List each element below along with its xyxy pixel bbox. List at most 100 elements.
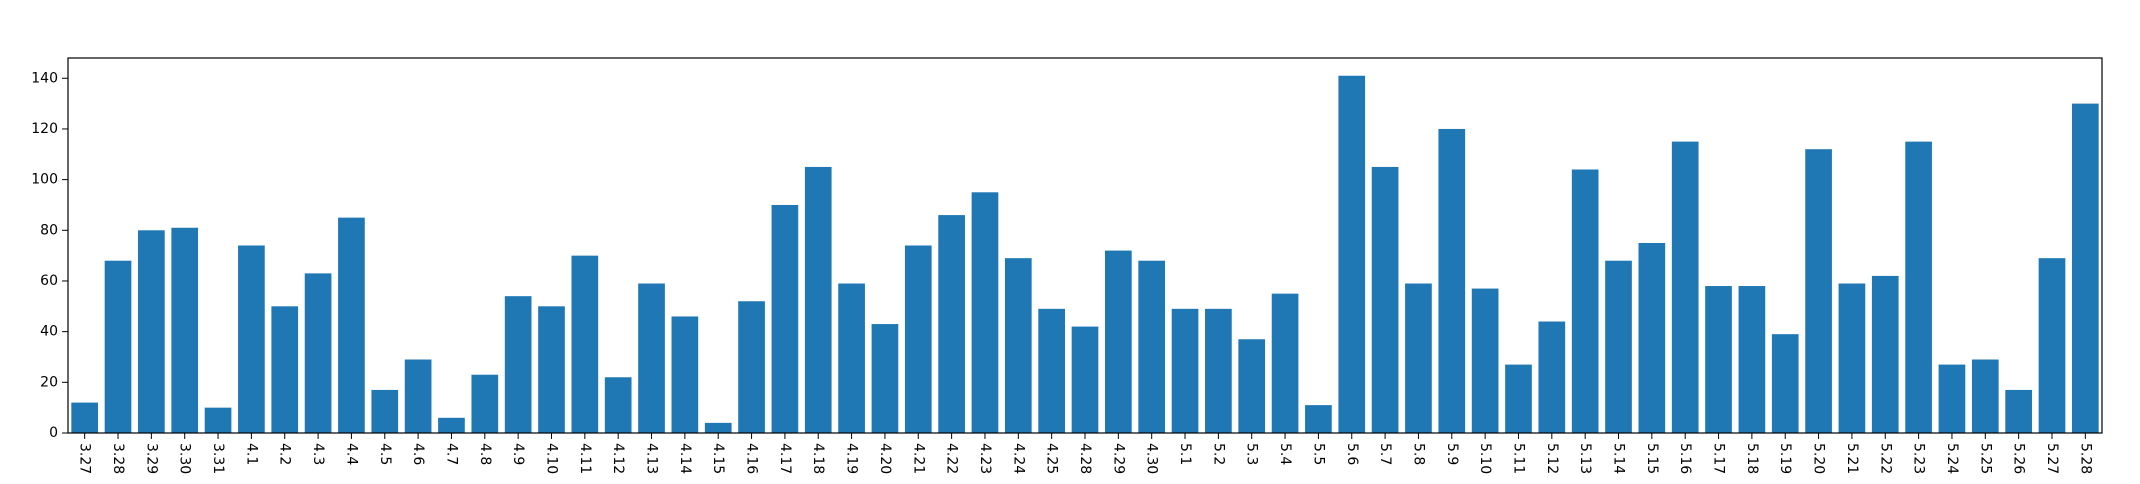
bar-3.31 (204, 407, 232, 433)
bar-5.18 (1738, 286, 1766, 433)
x-tick-label: 4.14 (677, 443, 693, 474)
x-tick-label: 5.20 (1811, 443, 1827, 474)
x-tick-label: 5.4 (1277, 443, 1293, 465)
x-tick-label: 5.21 (1844, 443, 1860, 474)
x-tick-label: 4.4 (343, 443, 359, 465)
x-tick-label: 4.11 (577, 443, 593, 474)
bar-5.5 (1305, 405, 1332, 433)
bar-5.6 (1338, 75, 1366, 434)
bar-5.26 (2005, 389, 2032, 433)
x-tick-label: 5.3 (1244, 443, 1260, 465)
bar-4.14 (671, 316, 699, 433)
x-tick-label: 4.19 (844, 443, 860, 474)
bar-4.13 (638, 283, 665, 433)
bar-4.2 (271, 306, 299, 433)
x-tick-label: 4.29 (1110, 443, 1126, 474)
x-tick-label: 4.7 (443, 443, 459, 465)
x-tick-label: 4.23 (977, 443, 993, 474)
bar-4.22 (938, 215, 965, 433)
bar-4.9 (504, 296, 532, 433)
x-axis: 3.27 3.28 3.29 3.30 3.31 4.1 4.2 4.3 4.4 4.5 4.6 4.… (77, 433, 2093, 474)
x-tick-label: 4.18 (810, 443, 826, 474)
x-tick-label: 3.29 (143, 443, 159, 474)
bar-4.28 (1071, 326, 1099, 433)
bar-4.19 (838, 283, 865, 433)
bar-4.21 (904, 245, 932, 433)
bar-4.7 (438, 417, 465, 433)
x-tick-label: 4.1 (243, 443, 259, 465)
bar-4.15 (704, 422, 732, 433)
bar-5.8 (1405, 283, 1432, 433)
bar-4.12 (604, 377, 632, 433)
x-tick-label: 5.8 (1410, 443, 1426, 465)
x-tick-label: 5.22 (1877, 443, 1893, 474)
bar-4.11 (571, 255, 599, 433)
x-tick-label: 3.28 (110, 443, 126, 474)
y-tick-label: 120 (31, 121, 58, 137)
bar-3.27 (71, 402, 99, 433)
x-tick-label: 4.25 (1044, 443, 1060, 474)
x-tick-label: 5.13 (1577, 443, 1593, 474)
y-axis: 0 20 40 60 80 100 120 140 (31, 70, 68, 441)
bar-5.19 (1771, 334, 1799, 433)
x-tick-label: 4.20 (877, 443, 893, 474)
x-tick-label: 4.10 (543, 443, 559, 474)
x-tick-label: 4.30 (1144, 443, 1160, 474)
bar-3.28 (104, 260, 132, 433)
bar-4.8 (471, 374, 499, 433)
bar-4.10 (538, 306, 565, 433)
x-tick-label: 4.15 (710, 443, 726, 474)
x-tick-label: 5.7 (1377, 443, 1393, 465)
x-tick-label: 4.22 (944, 443, 960, 474)
bar-4.4 (338, 217, 365, 433)
bar-4.24 (1004, 258, 1032, 433)
x-tick-label: 5.16 (1677, 443, 1693, 474)
bar-3.29 (138, 230, 165, 433)
x-tick-label: 5.1 (1177, 443, 1193, 465)
bar-5.23 (1905, 141, 1932, 434)
x-tick-label: 4.21 (910, 443, 926, 474)
bar-5.9 (1438, 128, 1466, 433)
x-tick-label: 5.5 (1310, 443, 1326, 465)
bar-4.23 (971, 192, 999, 433)
x-tick-label: 5.26 (2011, 443, 2027, 474)
x-tick-label: 5.19 (1777, 443, 1793, 474)
bar-4.18 (804, 166, 832, 433)
bar-5.21 (1838, 283, 1866, 433)
bar-5.28 (2071, 103, 2099, 434)
x-tick-label: 4.17 (777, 443, 793, 474)
x-tick-label: 5.9 (1444, 443, 1460, 465)
bar-5.24 (1938, 364, 1966, 433)
y-tick-label: 100 (31, 172, 58, 188)
x-tick-label: 4.5 (377, 443, 393, 465)
x-tick-label: 4.28 (1077, 443, 1093, 474)
bar-5.3 (1238, 339, 1266, 433)
bar-4.16 (738, 301, 765, 433)
x-tick-label: 4.24 (1010, 443, 1026, 474)
x-tick-label: 4.9 (510, 443, 526, 465)
x-tick-label: 5.24 (1944, 443, 1960, 474)
x-tick-label: 4.13 (644, 443, 660, 474)
x-tick-label: 4.12 (610, 443, 626, 474)
bar-5.7 (1371, 166, 1399, 433)
x-tick-label: 4.3 (310, 443, 326, 465)
bar-5.2 (1205, 308, 1232, 433)
x-tick-label: 5.18 (1744, 443, 1760, 474)
x-tick-label: 3.31 (210, 443, 226, 474)
bars-layer (71, 75, 2099, 434)
bar-5.1 (1171, 308, 1199, 433)
x-tick-label: 5.14 (1611, 443, 1627, 474)
bar-4.20 (871, 324, 899, 433)
bar-4.3 (304, 273, 332, 433)
x-tick-label: 5.25 (1977, 443, 1993, 474)
x-tick-label: 5.12 (1544, 443, 1560, 474)
bar-4.30 (1138, 260, 1166, 433)
x-tick-label: 5.6 (1344, 443, 1360, 465)
x-tick-label: 4.16 (744, 443, 760, 474)
x-tick-label: 5.10 (1477, 443, 1493, 474)
bar-5.12 (1538, 321, 1566, 433)
y-tick-label: 60 (40, 273, 58, 289)
bar-4.5 (371, 389, 399, 433)
